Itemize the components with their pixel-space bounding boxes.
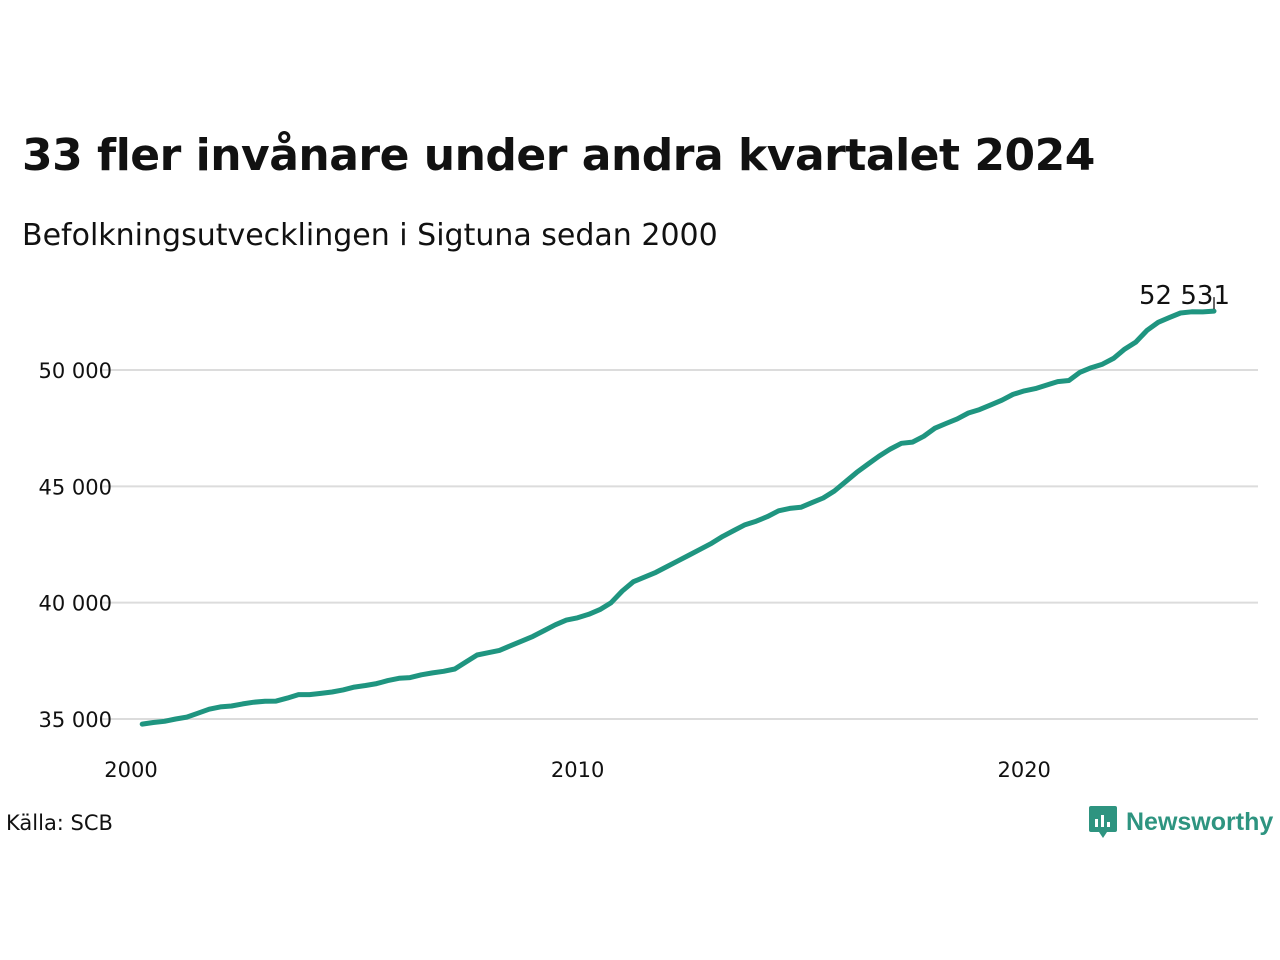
x-tick-label: 2010 <box>551 758 604 782</box>
y-tick-label: 40 000 <box>39 592 112 616</box>
y-tick-label: 50 000 <box>39 359 112 383</box>
brand-name: Newsworthy <box>1126 807 1274 836</box>
end-value-label: 52 531 <box>1139 281 1230 311</box>
x-tick-label: 2020 <box>997 758 1050 782</box>
y-axis: 35 000 40 000 45 000 50 000 <box>39 359 112 732</box>
annotations: 52 531 <box>1139 281 1230 311</box>
y-tick-label: 35 000 <box>39 708 112 732</box>
source-note: Källa: SCB <box>6 811 113 835</box>
chart-subtitle: Befolkningsutvecklingen i Sigtuna sedan … <box>22 218 718 253</box>
data-series <box>139 308 1217 727</box>
y-tick-label: 45 000 <box>39 475 112 499</box>
newsworthy-logo-icon <box>1089 806 1117 838</box>
brand-logo: Newsworthy <box>1088 804 1273 840</box>
gridlines <box>100 369 1258 720</box>
chart-title: 33 fler invånare under andra kvartalet 2… <box>22 130 1095 181</box>
x-axis: 2000 2010 2020 <box>104 758 1051 782</box>
series-line <box>139 308 1217 727</box>
x-tick-label: 2000 <box>104 758 157 782</box>
